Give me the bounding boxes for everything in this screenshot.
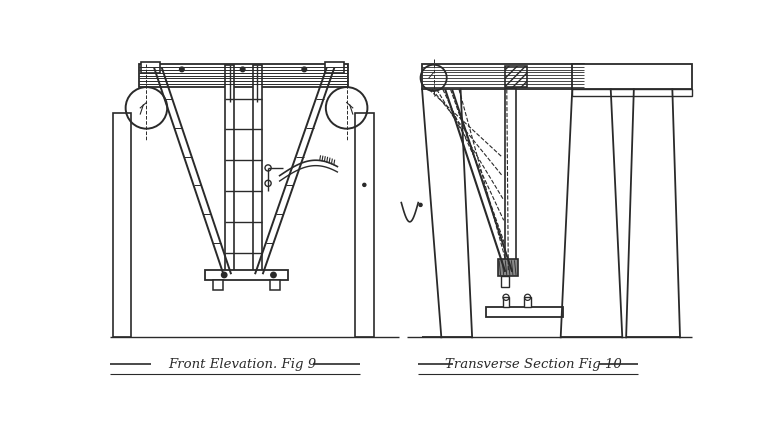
Bar	[141, 62, 160, 73]
Bar	[139, 64, 348, 87]
Bar	[422, 64, 584, 90]
Bar	[213, 281, 224, 290]
Bar	[225, 65, 235, 276]
Circle shape	[271, 272, 276, 277]
Bar	[112, 112, 131, 337]
Bar	[355, 112, 374, 337]
Bar	[525, 297, 531, 306]
Bar	[502, 276, 509, 287]
Circle shape	[221, 272, 227, 277]
Circle shape	[419, 203, 422, 206]
Bar	[205, 270, 288, 281]
Bar	[498, 259, 518, 276]
Bar	[252, 65, 262, 276]
Bar	[269, 281, 280, 290]
Bar	[325, 62, 344, 73]
Text: Transverse Section Fig 10: Transverse Section Fig 10	[444, 358, 622, 371]
Circle shape	[363, 184, 366, 187]
Circle shape	[180, 67, 184, 72]
Bar	[503, 297, 509, 306]
Bar	[505, 66, 527, 87]
Text: Front Elevation. Fig 9: Front Elevation. Fig 9	[169, 358, 317, 371]
Bar	[572, 90, 692, 96]
Bar	[572, 64, 692, 90]
Circle shape	[302, 67, 307, 72]
Circle shape	[241, 67, 245, 72]
Bar	[505, 90, 516, 274]
Bar	[486, 306, 563, 317]
